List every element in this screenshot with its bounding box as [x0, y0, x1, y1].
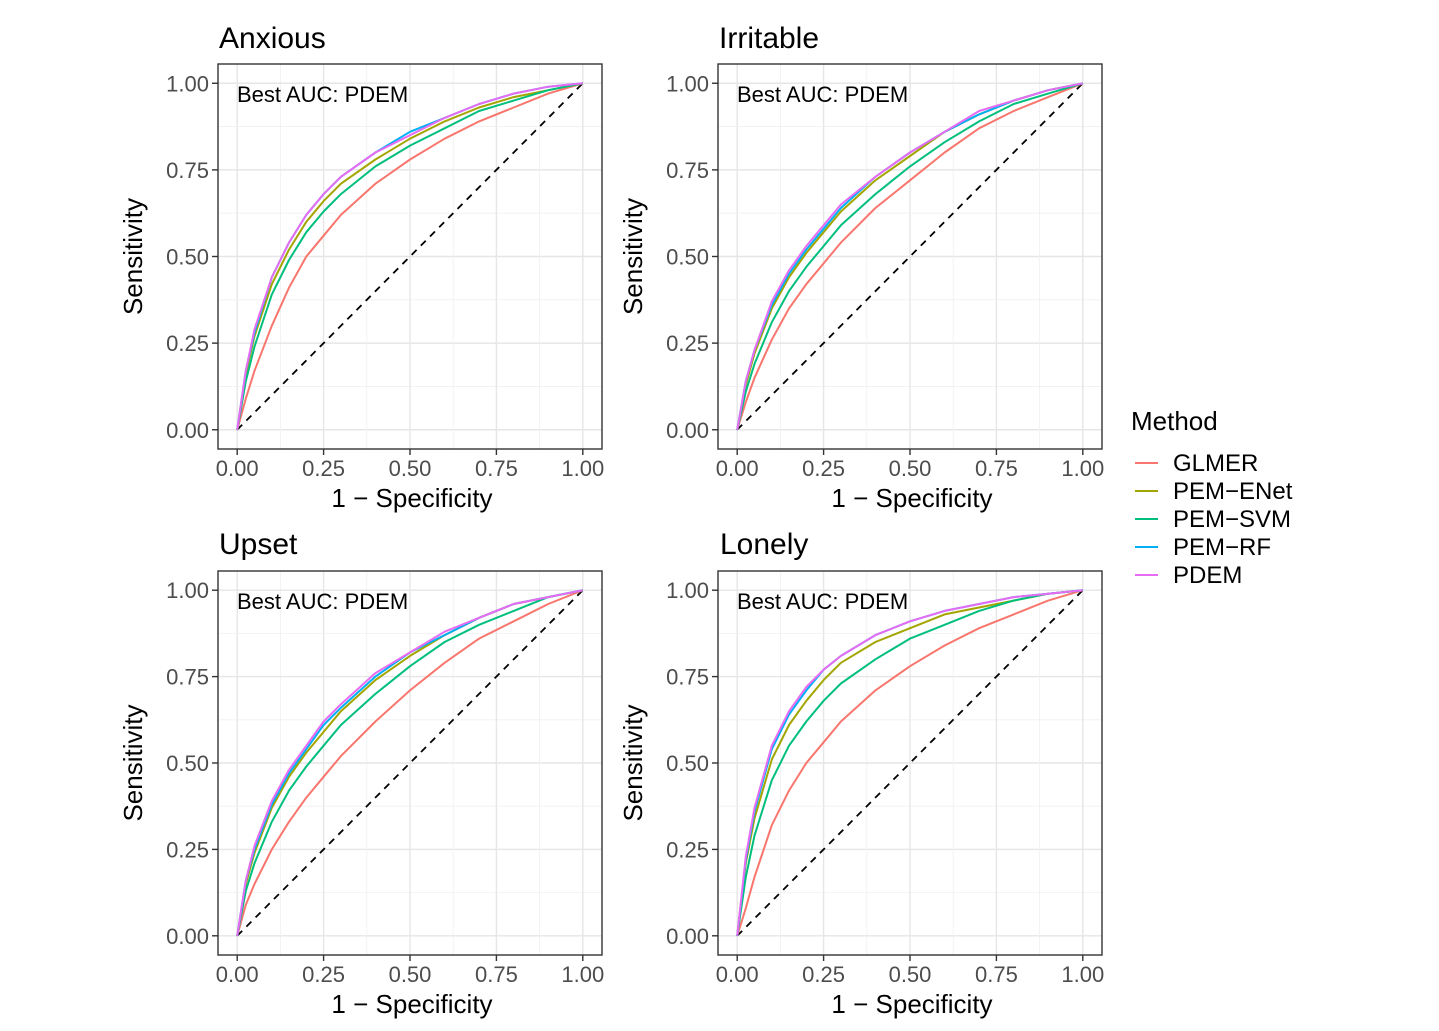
y-axis-title: Sensitivity	[118, 704, 148, 821]
legend-title: Method	[1131, 406, 1218, 436]
reference-diagonal	[736, 589, 1084, 937]
legend-label: PEM−ENet	[1173, 478, 1293, 505]
reference-diagonal	[236, 589, 584, 937]
x-tick-label: 0.00	[216, 456, 259, 481]
y-tick-label: 0.50	[666, 751, 709, 776]
x-tick-label: 0.75	[975, 962, 1018, 987]
y-tick-label: 0.25	[166, 331, 209, 356]
x-tick-label: 1.00	[561, 456, 604, 481]
legend-entry: GLMER	[1135, 450, 1258, 477]
panels: 0.00 0.25 0.50 0.75 1.00 0.00 0.25 0.50 0.75 1.00…	[118, 22, 1104, 1019]
x-axis-title: 1 − Specificity	[331, 989, 492, 1019]
y-tick-label: 0.75	[666, 158, 709, 183]
x-tick-label: 0.50	[889, 962, 932, 987]
panel-title: Anxious	[219, 22, 326, 55]
y-tick-label: 1.00	[666, 71, 709, 96]
y-tick-label: 0.00	[666, 924, 709, 949]
panel-title: Irritable	[719, 22, 819, 55]
series-line-glmer	[736, 589, 1084, 937]
y-tick-label: 0.25	[666, 331, 709, 356]
x-tick-label: 0.75	[475, 456, 518, 481]
best-auc-annotation: Best AUC: PDEM	[237, 589, 408, 614]
panel-lonely: 0.00 0.25 0.50 0.75 1.00 0.00 0.25 0.50 0.75 1.00…	[618, 528, 1104, 1019]
legend-entry: PEM−SVM	[1135, 506, 1291, 533]
series-line-pemsvm	[736, 82, 1084, 431]
x-tick-label: 1.00	[1061, 962, 1104, 987]
legend-label: GLMER	[1173, 450, 1258, 477]
y-tick-label: 0.50	[666, 245, 709, 270]
x-tick-label: 0.25	[302, 456, 345, 481]
y-tick-label: 1.00	[666, 578, 709, 603]
y-tick-label: 0.25	[666, 837, 709, 862]
series-line-pemsvm	[736, 589, 1083, 936]
y-tick-label: 1.00	[166, 71, 209, 96]
x-axis-title: 1 − Specificity	[831, 483, 992, 513]
series-line-glmer	[236, 589, 584, 937]
legend-label: PEM−SVM	[1173, 506, 1291, 533]
y-tick-label: 0.25	[166, 837, 209, 862]
y-tick-label: 0.75	[166, 665, 209, 690]
x-axis-title: 1 − Specificity	[831, 989, 992, 1019]
series-line-glmer	[736, 82, 1084, 431]
y-axis-title: Sensitivity	[618, 198, 648, 315]
legend-entry: PEM−RF	[1135, 534, 1271, 561]
y-tick-label: 0.75	[666, 665, 709, 690]
x-tick-label: 1.00	[1061, 456, 1104, 481]
y-tick-label: 0.00	[166, 418, 209, 443]
series-line-glmer	[236, 82, 584, 431]
y-axis-title: Sensitivity	[118, 198, 148, 315]
x-tick-label: 0.75	[475, 962, 518, 987]
panel-title: Upset	[219, 528, 298, 561]
series-line-pemenet	[236, 82, 583, 430]
reference-diagonal	[236, 82, 584, 431]
x-tick-label: 0.50	[389, 962, 432, 987]
y-axis-title: Sensitivity	[618, 704, 648, 821]
best-auc-annotation: Best AUC: PDEM	[737, 589, 908, 614]
x-tick-label: 0.25	[302, 962, 345, 987]
legend-entry: PDEM	[1135, 562, 1242, 589]
x-axis-title: 1 − Specificity	[331, 483, 492, 513]
y-tick-label: 0.00	[166, 924, 209, 949]
legend-label: PDEM	[1173, 562, 1242, 589]
y-tick-label: 0.75	[166, 158, 209, 183]
series-line-pemsvm	[236, 589, 583, 936]
legend-entry: PEM−ENet	[1135, 478, 1293, 505]
reference-diagonal	[736, 82, 1084, 431]
y-tick-label: 0.50	[166, 245, 209, 270]
best-auc-annotation: Best AUC: PDEM	[237, 82, 408, 107]
panel-anxious: 0.00 0.25 0.50 0.75 1.00 0.00 0.25 0.50 0.75 1.00…	[118, 22, 604, 513]
series-line-pdem	[236, 589, 583, 936]
series-line-pemsvm	[236, 82, 583, 430]
series-line-pdem	[236, 82, 583, 430]
panel-irritable: 0.00 0.25 0.50 0.75 1.00 0.00 0.25 0.50 0.75 1.00…	[618, 22, 1104, 513]
x-tick-label: 0.50	[389, 456, 432, 481]
x-tick-label: 0.75	[975, 456, 1018, 481]
x-tick-label: 0.50	[889, 456, 932, 481]
x-tick-label: 1.00	[561, 962, 604, 987]
y-tick-label: 1.00	[166, 578, 209, 603]
y-tick-label: 0.00	[666, 418, 709, 443]
legend-label: PEM−RF	[1173, 534, 1271, 561]
series-line-pdem	[736, 82, 1083, 430]
x-tick-label: 0.00	[216, 962, 259, 987]
series-line-pemenet	[736, 589, 1083, 936]
y-tick-label: 0.50	[166, 751, 209, 776]
panel-title: Lonely	[720, 528, 808, 561]
x-tick-label: 0.25	[802, 456, 845, 481]
panel-upset: 0.00 0.25 0.50 0.75 1.00 0.00 0.25 0.50 0.75 1.00…	[118, 528, 604, 1019]
x-tick-label: 0.00	[716, 962, 759, 987]
best-auc-annotation: Best AUC: PDEM	[737, 82, 908, 107]
series-line-pdem	[736, 589, 1083, 936]
x-tick-label: 0.00	[716, 456, 759, 481]
x-tick-label: 0.25	[802, 962, 845, 987]
